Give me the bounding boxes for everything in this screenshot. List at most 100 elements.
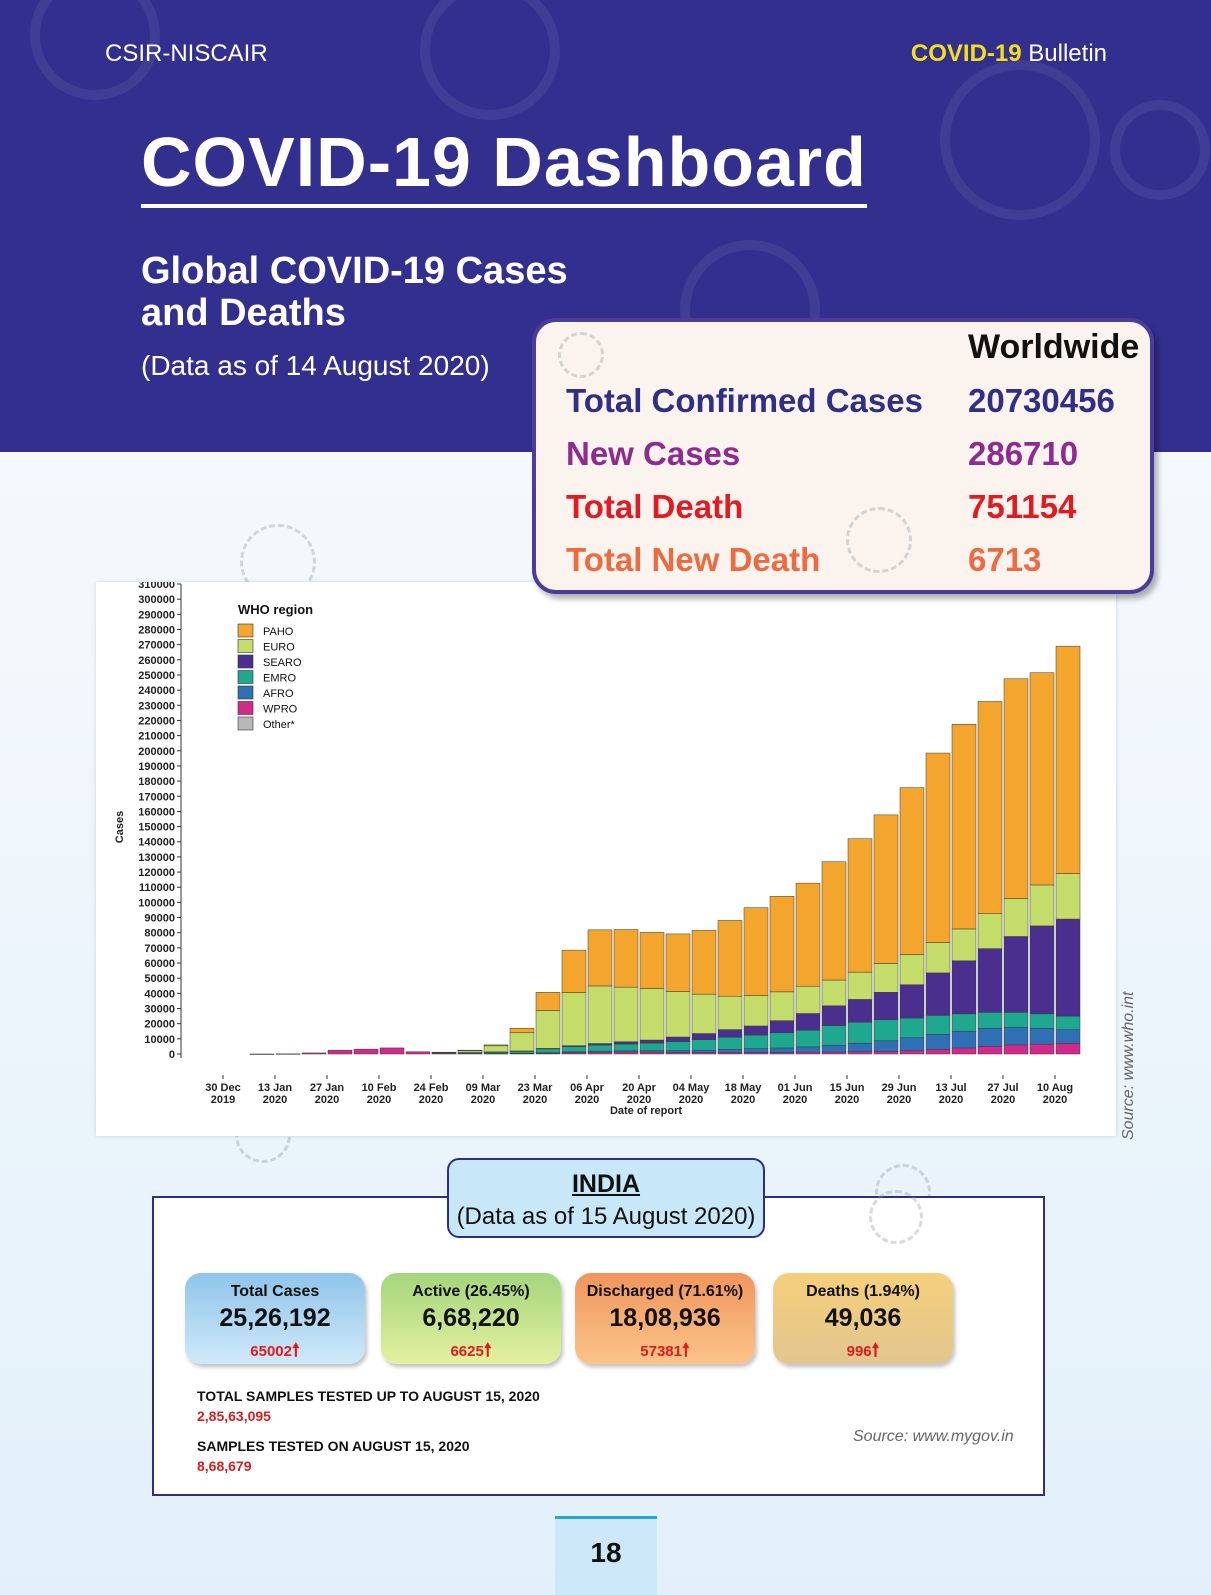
bar-segment-wpro [587,1051,613,1055]
bar-segment-wpro [639,1051,665,1055]
bar-segment-afro [951,1031,977,1049]
bar-segment-emro [1055,1015,1081,1030]
bar-segment-wpro [795,1051,821,1055]
y-tick-label: 230000 [138,700,175,712]
bar-segment-emro [951,1013,977,1032]
bar-segment-afro [977,1027,1003,1047]
y-tick-label: 10000 [144,1034,175,1046]
samples-day-value: 8,68,679 [197,1458,252,1474]
card-delta: 996🠕 [773,1338,953,1368]
bar-segment-euro [431,1051,457,1053]
x-tick-label: 01 Jun [778,1082,813,1094]
y-tick-label: 190000 [138,761,175,773]
bar-segment-afro [1055,1029,1081,1044]
bar-segment-wpro [1003,1044,1029,1055]
total-new-death-label: Total New Death [566,541,821,578]
y-tick-label: 250000 [138,670,175,682]
bar-segment-euro [847,971,873,1000]
bar-segment-euro [821,979,847,1007]
virus-decoration-icon [558,332,604,378]
legend-swatch [237,654,254,669]
bar-segment-wpro [275,1053,301,1055]
deaths-card: Deaths (1.94%) 49,036 996🠕 [773,1273,953,1364]
bar-segment-emro [977,1012,1003,1029]
bar-segment-paho [587,929,613,987]
card-delta: 57381🠕 [575,1338,755,1368]
bar-segment-afro [691,1049,717,1053]
bar-segment-wpro [1029,1043,1055,1055]
bar-segment-paho [717,920,743,997]
bar-segment-searo [769,1020,795,1034]
x-tick-label: 2020 [679,1094,703,1106]
bar-segment-wpro [873,1051,899,1055]
bar-segment-paho [639,932,665,989]
legend-swatch [237,716,254,731]
x-tick-label: 2020 [783,1094,807,1106]
bar-segment-euro [587,985,613,1044]
legend-label: WPRO [263,704,298,716]
card-delta: 6625🠕 [381,1338,561,1368]
bar-segment-searo [665,1036,691,1042]
x-tick-label: 29 Jun [882,1082,917,1094]
y-tick-label: 260000 [138,655,175,667]
y-tick-label: 40000 [144,988,175,1000]
bar-segment-euro [873,963,899,993]
x-tick-label: 23 Mar [518,1082,554,1094]
x-tick-label: 2020 [263,1094,287,1106]
global-section-title: Global COVID-19 Cases and Deaths [141,250,621,334]
bar-segment-afro [899,1037,925,1051]
virus-decoration-icon [846,507,912,573]
arrow-up-icon: 🠕 [291,1340,300,1360]
bar-segment-paho [795,882,821,987]
legend-swatch [237,670,254,684]
card-delta: 65002🠕 [185,1338,365,1368]
bar-segment-emro [613,1043,639,1052]
arrow-up-icon: 🠕 [483,1340,492,1360]
y-tick-label: 130000 [138,852,175,864]
legend-label: EURO [263,642,295,654]
x-tick-label: 13 Jul [935,1082,966,1094]
y-tick-label: 70000 [144,943,175,955]
bar-segment-afro [665,1050,691,1053]
organization-name: CSIR-NISCAIR [105,40,268,67]
bar-segment-euro [951,928,977,962]
bar-segment-emro [925,1015,951,1035]
bar-segment-euro [769,991,795,1021]
y-tick-label: 90000 [144,913,175,925]
x-axis-title: Date of report [610,1105,682,1117]
y-tick-label: 180000 [138,776,175,788]
active-cases-card: Active (26.45%) 6,68,220 6625🠕 [381,1273,561,1364]
bar-segment-euro [691,993,717,1034]
x-tick-label: 2019 [211,1094,235,1106]
bar-segment-euro [899,954,925,985]
bar-segment-emro [1003,1012,1029,1028]
bar-segment-afro [717,1049,743,1053]
x-tick-label: 10 Aug [1037,1082,1073,1094]
worldwide-summary-card: Worldwide Total Confirmed Cases 20730456… [532,318,1154,594]
bar-segment-paho [509,1027,535,1034]
arrow-up-icon: 🠕 [681,1340,690,1360]
delta-value: 996 [846,1343,872,1360]
bar-segment-euro [925,942,951,974]
legend-swatch [237,639,254,653]
bar-segment-wpro [405,1051,431,1055]
legend-label: AFRO [263,688,294,700]
global-data-date: (Data as of 14 August 2020) [141,350,490,381]
bar-segment-paho [951,723,977,930]
bar-segment-paho [873,814,899,964]
bar-segment-wpro [249,1053,275,1055]
worldwide-heading: Worldwide [968,328,1140,366]
x-tick-label: 04 May [673,1082,711,1094]
card-value: 6,68,220 [422,1304,520,1332]
bar-segment-paho [977,701,1003,915]
x-tick-label: 2020 [575,1094,599,1106]
new-cases-label: New Cases [566,435,741,472]
card-label: Active (26.45%) [412,1283,530,1300]
card-label: Deaths (1.94%) [806,1283,920,1300]
y-tick-label: 60000 [144,958,175,970]
bar-segment-paho [561,949,587,993]
bar-segment-searo [951,960,977,1015]
samples-total-value: 2,85,63,095 [197,1408,271,1424]
bar-segment-wpro [379,1047,405,1055]
bar-segment-searo [743,1025,769,1036]
